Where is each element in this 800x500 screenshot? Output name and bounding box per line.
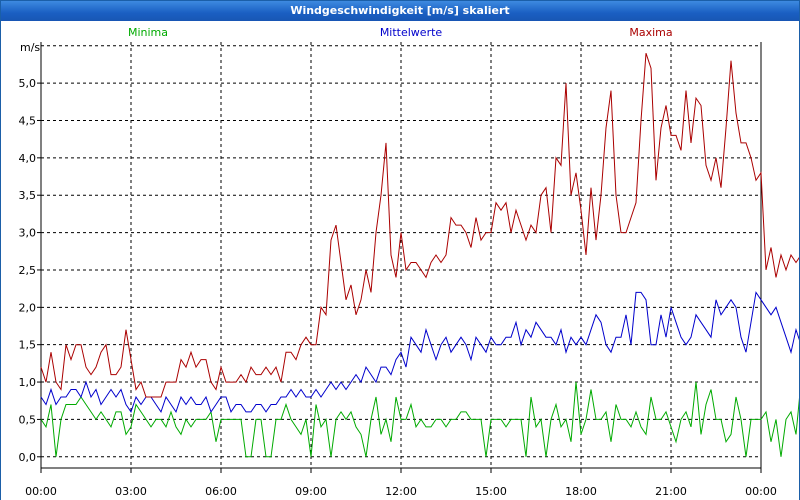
y-tick-label: 1,0: [19, 376, 37, 389]
legend: Minima Mittelwerte Maxima: [128, 26, 673, 39]
y-tick-label: 2,5: [19, 264, 37, 277]
y-tick-label: 4,5: [19, 114, 37, 127]
y-tick-label: 1,5: [19, 339, 37, 352]
x-tick-label-time: 09:00: [295, 485, 327, 498]
y-tick-label: 5,0: [19, 77, 37, 90]
x-tick-label-time: 03:00: [115, 485, 147, 498]
x-tick-label-time: 00:00: [25, 485, 57, 498]
series-line-mittelwerte: [40, 291, 799, 414]
x-tick-label-time: 15:00: [475, 485, 507, 498]
series-line-minima: [40, 382, 799, 458]
y-tick-label: 3,5: [19, 189, 37, 202]
legend-item-mittelwerte: Mittelwerte: [380, 26, 443, 39]
y-tick-label: 0,0: [19, 451, 37, 464]
x-tick-label-time: 21:00: [655, 485, 687, 498]
legend-item-minima: Minima: [128, 26, 168, 39]
y-tick-label: 2,0: [19, 301, 37, 314]
y-tick-label: 3,0: [19, 227, 37, 240]
series-line-maxima: [40, 53, 799, 398]
window-title: Windgeschwindigkeit [m/s] skaliert: [1, 1, 799, 21]
x-tick-label-time: 00:00: [745, 485, 777, 498]
x-tick-label-time: 12:00: [385, 485, 417, 498]
y-tick-label: 4,0: [19, 152, 37, 165]
series-lines: [40, 53, 799, 458]
y-axis-label: m/s: [20, 41, 40, 54]
y-tick-label: 0,5: [19, 413, 37, 426]
x-tick-label-time: 06:00: [205, 485, 237, 498]
axes: 0,00,51,01,52,02,53,03,54,04,55,000:0014…: [19, 42, 777, 498]
plot-background: [1, 22, 799, 500]
legend-item-maxima: Maxima: [629, 26, 672, 39]
x-tick-label-time: 18:00: [565, 485, 597, 498]
chart: 0,00,51,01,52,02,53,03,54,04,55,000:0014…: [1, 22, 799, 500]
